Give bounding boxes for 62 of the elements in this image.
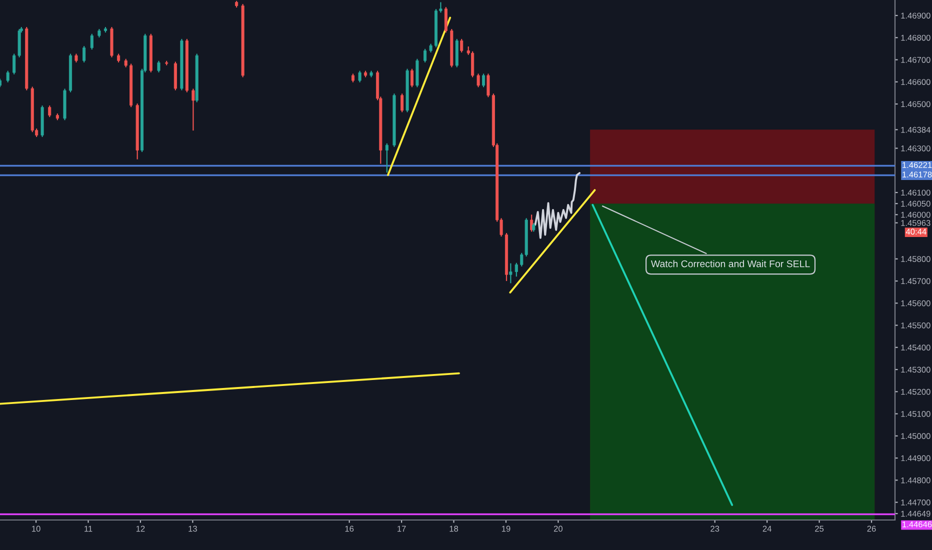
candlestick [486, 73, 490, 98]
candlestick [90, 33, 94, 50]
y-tick-label: 1.44700 [901, 500, 930, 506]
x-tick-label: 11 [84, 526, 92, 532]
y-tick-label: 1.46000 [901, 212, 930, 218]
y-tick-label: 1.44900 [901, 455, 930, 462]
x-tick-label: 26 [867, 526, 876, 532]
y-tick-label: 1.45300 [901, 366, 930, 373]
candlestick [444, 6, 448, 34]
text: 40:44 [906, 228, 926, 235]
y-tick-label: 1.45000 [901, 433, 930, 440]
y-tick-label: 1.46100 [901, 190, 930, 196]
x-tick-label: 12 [136, 526, 145, 532]
y-tick-label: 1.44649 [901, 510, 930, 517]
candlestick [6, 70, 10, 83]
x-tick-label: 24 [762, 526, 772, 532]
y-tick-label: 1.45100 [901, 410, 930, 417]
y-tick-label: 1.45800 [901, 256, 930, 262]
x-tick-label: 13 [188, 526, 197, 532]
ref-line-label: 1.46178 [902, 172, 932, 178]
y-tick-label: 1.45963 [901, 220, 930, 226]
ref-line-label: 1.46221 [902, 162, 932, 168]
candlestick [157, 60, 160, 73]
y-tick-label: 1.46900 [901, 12, 930, 19]
candlestick [514, 262, 518, 278]
y-tick-label: 1.44800 [901, 477, 930, 484]
candlestick [460, 38, 464, 53]
candlestick [82, 45, 86, 63]
ref-line-label: 1.44646 [902, 521, 932, 528]
candlestick [509, 262, 512, 284]
candlestick [471, 50, 474, 78]
x-tick-label: 10 [32, 526, 40, 532]
candlestick [385, 142, 388, 174]
annotation: Watch Correction and Wait For SELL [650, 260, 810, 268]
y-tick-label: 1.45500 [901, 322, 930, 328]
candlestick [192, 88, 195, 132]
x-tick-label: 23 [710, 526, 720, 532]
x-tick-label: 19 [502, 526, 510, 532]
y-tick-label: 1.46384 [901, 126, 930, 133]
x-tick-label: 16 [345, 526, 354, 532]
y-tick-label: 1.46700 [901, 56, 930, 63]
candlestick [12, 53, 16, 75]
y-tick-label: 1.45200 [901, 388, 930, 395]
y-tick-label: 1.46600 [901, 79, 930, 85]
x-tick-label: 25 [815, 526, 824, 532]
candlestick [482, 73, 486, 88]
y-tick-label: 1.45700 [901, 278, 930, 284]
candlestick [476, 73, 480, 88]
x-tick-label: 20 [554, 526, 563, 532]
y-tick-label: 1.46300 [901, 145, 930, 152]
candlestick [410, 68, 414, 88]
x-tick-label: 18 [450, 526, 458, 532]
candlestick [400, 93, 404, 113]
x-tick-label: 17 [398, 526, 406, 532]
y-tick-label: 1.46800 [901, 34, 930, 41]
y-tick-label: 1.45600 [901, 300, 930, 306]
candlestick [358, 70, 362, 83]
candlestick [424, 48, 427, 63]
y-tick-label: 1.45400 [901, 344, 930, 351]
y-tick-label: 1.46050 [901, 200, 930, 207]
candlestick [48, 104, 52, 118]
y-tick-label: 1.46500 [901, 101, 930, 108]
